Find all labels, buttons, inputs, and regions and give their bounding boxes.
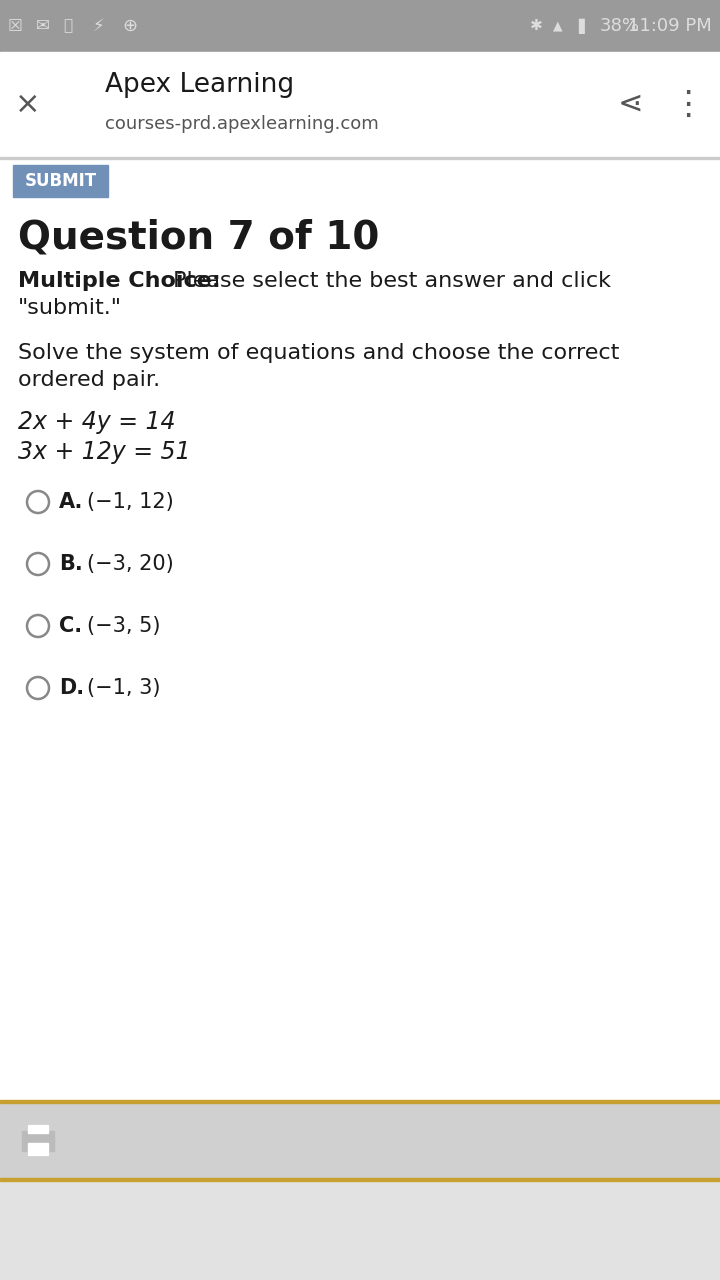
Bar — [28, 1143, 48, 1155]
Text: ✱: ✱ — [530, 18, 543, 33]
Text: courses-prd.apexlearning.com: courses-prd.apexlearning.com — [105, 115, 379, 133]
Text: D.: D. — [59, 678, 84, 698]
Bar — [13, 165, 108, 197]
Text: (−1, 3): (−1, 3) — [87, 678, 161, 698]
Text: ▐: ▐ — [572, 18, 584, 33]
Text: Multiple Choice:: Multiple Choice: — [18, 271, 221, 291]
Text: Please select the best answer and click: Please select the best answer and click — [166, 271, 611, 291]
Text: B.: B. — [59, 554, 83, 573]
Text: 38%: 38% — [600, 17, 640, 35]
Text: ⊕: ⊕ — [122, 17, 137, 35]
Bar — [0, 157, 720, 159]
Text: ⎙: ⎙ — [63, 18, 72, 33]
Text: Solve the system of equations and choose the correct: Solve the system of equations and choose… — [18, 343, 619, 364]
Text: C.: C. — [59, 616, 82, 636]
Bar — [28, 1125, 48, 1133]
Text: A.: A. — [59, 492, 84, 512]
Bar — [0, 52, 720, 157]
Text: (−3, 20): (−3, 20) — [87, 554, 174, 573]
Bar — [0, 1181, 720, 1280]
Text: Question 7 of 10: Question 7 of 10 — [18, 219, 379, 257]
Text: (−1, 12): (−1, 12) — [87, 492, 174, 512]
Text: (−3, 5): (−3, 5) — [87, 616, 161, 636]
Bar — [0, 1103, 720, 1178]
Text: ×: × — [15, 90, 41, 119]
Bar — [22, 1130, 54, 1151]
Bar — [28, 1143, 48, 1155]
Text: ordered pair.: ordered pair. — [18, 370, 160, 390]
Text: 2x + 4y = 14: 2x + 4y = 14 — [18, 410, 176, 434]
Text: Apex Learning: Apex Learning — [105, 72, 294, 99]
Text: 3x + 12y = 51: 3x + 12y = 51 — [18, 440, 191, 463]
Text: ☒: ☒ — [8, 17, 23, 35]
Text: ⋮: ⋮ — [671, 88, 705, 122]
Text: ✉: ✉ — [36, 17, 50, 35]
Text: ⋖: ⋖ — [617, 90, 643, 119]
Bar — [0, 1178, 720, 1181]
Bar — [0, 0, 720, 52]
Text: ▲: ▲ — [553, 19, 562, 32]
Text: ⚡: ⚡ — [93, 17, 104, 35]
Text: SUBMIT: SUBMIT — [24, 172, 96, 189]
Text: 11:09 PM: 11:09 PM — [629, 17, 712, 35]
Bar — [0, 1100, 720, 1103]
Text: "submit.": "submit." — [18, 298, 122, 317]
Bar — [28, 1125, 48, 1133]
